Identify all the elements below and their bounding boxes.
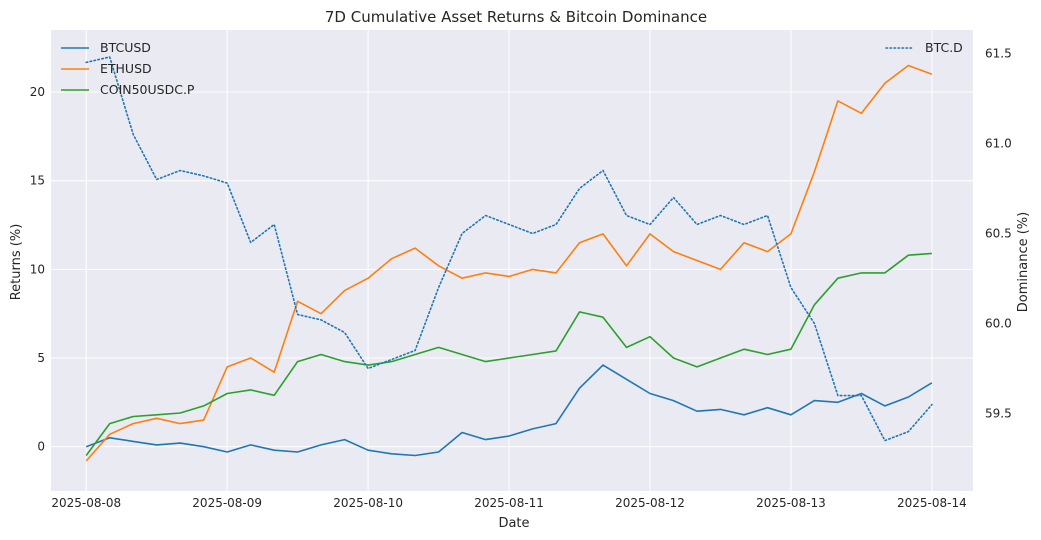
y-axis-left: 0 5 10 15 20 xyxy=(30,85,45,454)
y2-tick-label: 61.0 xyxy=(985,136,1012,150)
series-layer xyxy=(85,56,933,462)
series-line-ethusd xyxy=(85,64,933,462)
x-tick-label: 2025-08-09 xyxy=(192,496,262,510)
chart-title: 7D Cumulative Asset Returns & Bitcoin Do… xyxy=(325,8,707,26)
legend-right: BTC.D xyxy=(885,40,963,55)
x-tick-label: 2025-08-14 xyxy=(897,496,967,510)
y-tick-label: 10 xyxy=(30,262,45,276)
legend-label: BTCUSD xyxy=(100,40,151,55)
legend-label: COIN50USDC.P xyxy=(100,82,195,97)
x-tick-label: 2025-08-10 xyxy=(333,496,403,510)
y2-axis-label: Dominance (%) xyxy=(1016,212,1031,312)
y-axis-right: 59.5 60.0 60.5 61.0 61.5 xyxy=(985,46,1012,420)
legend-label: BTC.D xyxy=(925,40,963,55)
y-tick-label: 0 xyxy=(37,440,45,454)
y2-tick-label: 60.5 xyxy=(985,226,1012,240)
y-axis-label: Returns (%) xyxy=(9,224,24,301)
y-tick-label: 5 xyxy=(37,351,45,365)
series-line-btcusd xyxy=(85,364,933,457)
x-axis: 2025-08-08 2025-08-09 2025-08-10 2025-08-11… xyxy=(51,496,966,510)
y-tick-label: 20 xyxy=(30,85,45,99)
x-tick-label: 2025-08-12 xyxy=(615,496,685,510)
plot-area xyxy=(51,30,973,491)
legend-left: BTCUSD ETHUSD COIN50USDC.P xyxy=(61,40,195,97)
y-tick-label: 15 xyxy=(30,174,45,188)
series-line-coin50usdc-p xyxy=(85,252,932,456)
x-tick-label: 2025-08-13 xyxy=(756,496,826,510)
series-line-btc-d xyxy=(85,56,933,442)
x-tick-label: 2025-08-08 xyxy=(51,496,121,510)
y2-tick-label: 60.0 xyxy=(985,317,1012,331)
x-tick-label: 2025-08-11 xyxy=(474,496,544,510)
legend-label: ETHUSD xyxy=(100,61,152,76)
y2-tick-label: 61.5 xyxy=(985,46,1012,60)
x-axis-label: Date xyxy=(498,516,529,531)
y2-tick-label: 59.5 xyxy=(985,407,1012,421)
